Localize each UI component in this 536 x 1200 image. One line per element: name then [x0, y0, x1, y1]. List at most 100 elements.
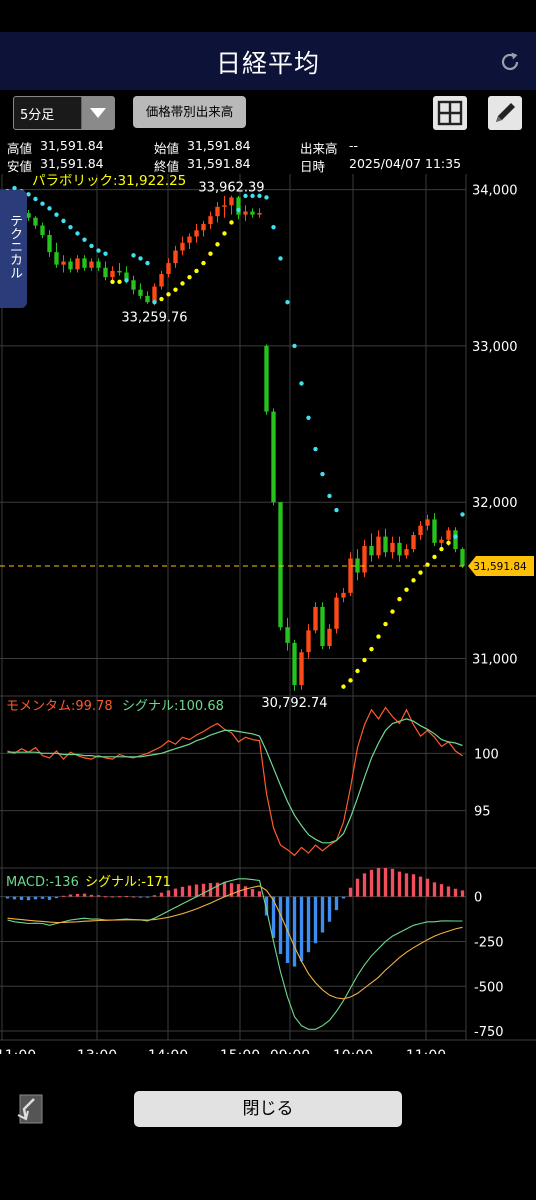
macd-histogram-bar [306, 896, 311, 953]
candle-body [355, 558, 360, 573]
macd-histogram-bar [201, 883, 206, 897]
sar-dot [54, 212, 59, 217]
sar-dot [26, 192, 31, 197]
candle-body [117, 270, 122, 273]
macd-histogram-bar [271, 896, 276, 938]
sar-dot [145, 260, 150, 266]
candle-body [152, 286, 157, 303]
sar-dot [110, 279, 115, 285]
sar-dot [439, 546, 444, 552]
sar-dot [33, 196, 38, 202]
sar-dot [320, 471, 325, 477]
candle-body [250, 211, 255, 215]
candle-body [173, 250, 178, 264]
ohlc-info: 高値 31,591.84 始値 31,591.84 出来高 -- 安値 31,5… [0, 136, 536, 174]
sar-dot [271, 224, 276, 230]
sar-dot [159, 296, 164, 302]
status-bar [0, 0, 536, 32]
sar-dot [173, 287, 178, 292]
volume-profile-button[interactable]: 価格帯別出来高 [133, 96, 246, 128]
macd-histogram-bar [75, 893, 80, 897]
macd-histogram-bar [439, 884, 444, 897]
price-chart[interactable]: 11:00 13:00 14:00 15:00 09:00 10:00 11:00 34,00… [0, 174, 536, 1054]
y-tick-label: 31,000 [472, 652, 518, 667]
candle-body [285, 627, 290, 643]
sar-dot [138, 256, 143, 261]
technical-side-tab-label: テクニカル [7, 214, 22, 279]
macd-histogram-bar [243, 886, 248, 897]
candle-body [180, 242, 185, 251]
macd-histogram-bar [19, 896, 24, 900]
candle-body [432, 519, 437, 543]
footer: 閉じる [0, 1075, 536, 1135]
current-price-tag [468, 555, 534, 576]
momentum-label: モメンタム:99.78 [6, 699, 113, 714]
candle-body [376, 536, 381, 556]
candle-body [75, 258, 80, 270]
draw-button[interactable] [488, 96, 522, 130]
refresh-icon[interactable] [498, 50, 522, 74]
sar-dot [376, 634, 381, 639]
macd-signal-label: シグナル:-171 [85, 875, 171, 890]
macd-histogram-bar [383, 868, 388, 897]
y-tick-label: 33,000 [472, 340, 518, 355]
candle-body [292, 642, 297, 686]
macd-histogram-bar [425, 878, 430, 897]
candle-body [383, 536, 388, 553]
macd-histogram-bar [152, 895, 157, 897]
macd-histogram-bar [145, 896, 150, 898]
candle-body [89, 261, 94, 268]
candle-body [82, 258, 87, 268]
sar-dot [460, 512, 465, 517]
candle-body [425, 519, 430, 526]
chevron-down-icon [81, 97, 114, 129]
sar-dot [341, 684, 346, 689]
sar-dot [390, 609, 395, 614]
sar-dot [285, 299, 290, 305]
x-tick-label: 09:00 [270, 1048, 310, 1054]
y-tick-label: 0 [474, 891, 482, 906]
open-value: 31,591.84 [187, 138, 251, 153]
macd-histogram-bar [411, 874, 416, 897]
exit-icon[interactable] [12, 1091, 48, 1127]
candle-body [411, 535, 416, 550]
sar-dot [453, 534, 458, 539]
candle-body [313, 606, 318, 631]
macd-histogram-bar [376, 868, 381, 897]
candle-body [124, 272, 129, 281]
sar-dot [61, 218, 66, 224]
candle-body [201, 224, 206, 231]
macd-histogram-bar [103, 896, 108, 898]
close-button[interactable]: 閉じる [134, 1091, 402, 1127]
candle-body [131, 280, 136, 290]
y-tick-label: 34,000 [472, 184, 518, 199]
momentum-signal-label: シグナル:100.68 [122, 699, 224, 714]
momentum-line [7, 706, 463, 857]
sar-dot [292, 343, 297, 349]
sar-dot [446, 540, 451, 546]
macd-histogram-bar [257, 891, 262, 897]
candle-body [397, 542, 402, 556]
sar-dot [404, 587, 409, 592]
macd-signal-line [7, 885, 463, 1000]
candle-body [341, 592, 346, 598]
macd-histogram-bar [341, 896, 346, 899]
candle-body [390, 542, 395, 553]
interval-select[interactable]: 5分足 [13, 96, 115, 130]
x-tick-label: 13:00 [77, 1048, 117, 1054]
macd-histogram-bar [327, 896, 332, 922]
sar-dot [432, 554, 437, 560]
app-header: 日経平均 [0, 32, 536, 90]
candle-body [299, 652, 304, 686]
macd-histogram-bar [215, 882, 220, 897]
x-tick-label: 14:00 [148, 1048, 188, 1054]
sar-dot [194, 268, 199, 274]
low-label: 安値 [7, 159, 33, 174]
technical-side-tab[interactable]: テクニカル [0, 190, 27, 308]
candle-body [404, 549, 409, 556]
sar-dot [313, 446, 318, 452]
sar-dot [131, 253, 136, 258]
layout-grid-button[interactable] [433, 96, 467, 130]
macd-histogram-bar [110, 896, 115, 898]
candle-body [166, 263, 171, 275]
